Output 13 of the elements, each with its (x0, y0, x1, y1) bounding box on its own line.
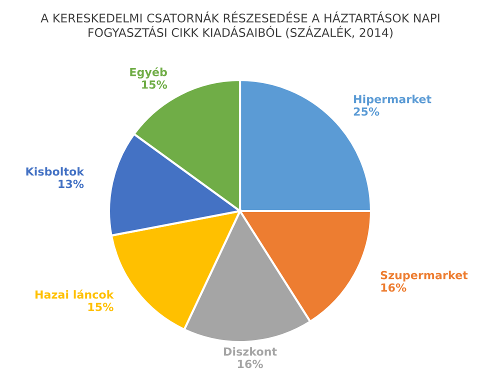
data-label: 13% (58, 180, 84, 188)
slice-label: Egyéb (130, 67, 167, 79)
slice-label: Hazai láncok (35, 290, 114, 299)
data-label: 25% (354, 107, 380, 116)
data-label: 16% (381, 283, 406, 292)
slice-label: Hipermarket (354, 94, 432, 106)
chart-title: A KERESKEDELMI CSATORNÁK RÉSZESEDÉSE A HÁZTARTÁSOK NAPI FOGYASZTÁSI CIKK KIADÁSAIBÓL (SZÁZALÉK, 2014) (40, 11, 440, 38)
data-label: 15% (88, 302, 114, 312)
data-label: 15% (142, 80, 168, 89)
slice-label: Szupermarket (380, 270, 468, 282)
slice-label: Diszkont (224, 347, 277, 356)
data-label: 16% (238, 360, 263, 368)
slice-label: Kisboltok (26, 167, 84, 176)
